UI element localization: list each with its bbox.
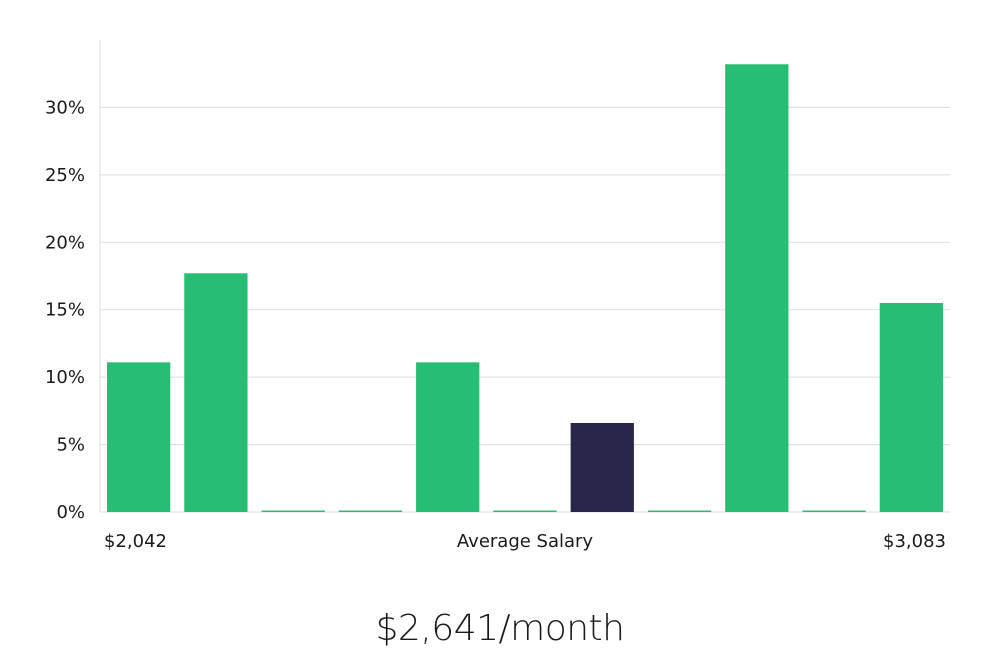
bar xyxy=(647,510,712,512)
y-tick-label: 30% xyxy=(45,97,85,118)
y-tick-label: 15% xyxy=(45,300,85,321)
y-tick-label: 10% xyxy=(45,367,85,388)
x-axis-max-label: $3,083 xyxy=(883,531,946,552)
bar xyxy=(725,64,789,513)
bar xyxy=(416,362,480,512)
x-axis-title: Average Salary xyxy=(457,531,594,552)
y-tick-label: 0% xyxy=(56,502,85,523)
average-salary-value: $2,641/month xyxy=(375,608,625,649)
salary-distribution-chart: 0% 5% 10% 15% 20% 25% 30% $2,042 Average Salar… xyxy=(45,40,950,552)
y-tick-label: 5% xyxy=(56,435,85,456)
highlighted-bar xyxy=(570,422,634,512)
bar xyxy=(802,510,866,512)
bar xyxy=(338,510,403,512)
bar xyxy=(261,510,325,512)
x-axis-min-label: $2,042 xyxy=(104,531,167,552)
y-axis-ticks: 0% 5% 10% 15% 20% 25% 30% xyxy=(45,97,85,523)
bar xyxy=(107,362,171,512)
bar xyxy=(184,273,248,512)
y-tick-label: 25% xyxy=(45,165,85,186)
bar xyxy=(493,510,557,512)
bars xyxy=(107,64,943,513)
bar xyxy=(879,302,943,512)
y-tick-label: 20% xyxy=(45,232,85,253)
